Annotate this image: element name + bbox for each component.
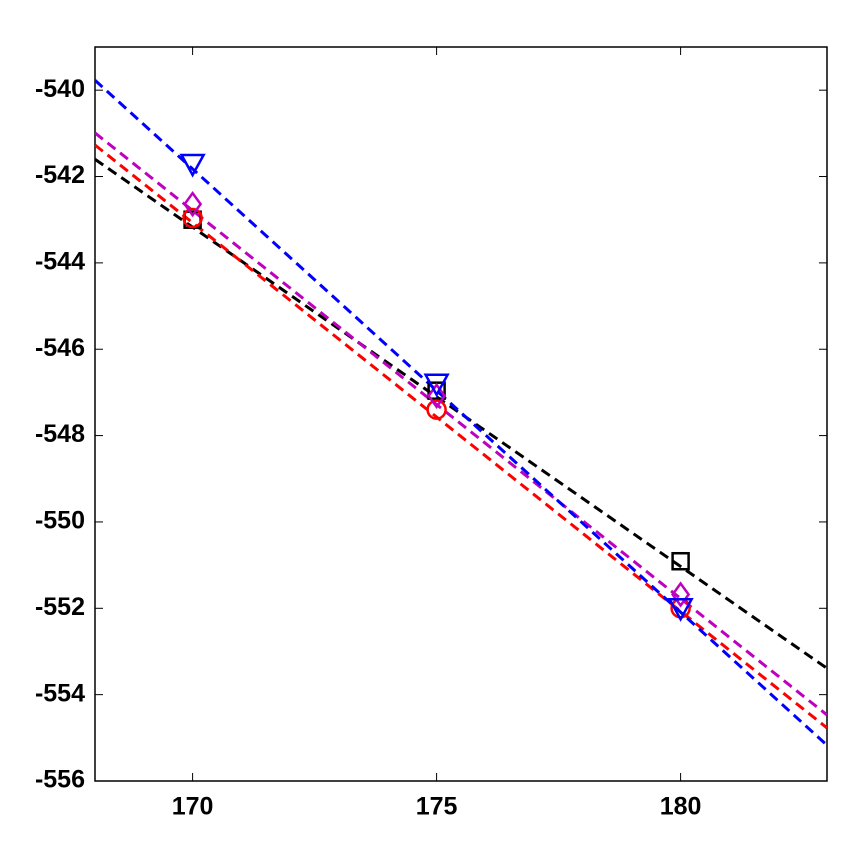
marker <box>427 381 446 400</box>
x-tick-label: 180 <box>660 793 702 821</box>
marker <box>182 207 203 229</box>
marker <box>671 581 691 608</box>
y-tick-label: -552 <box>35 593 85 621</box>
y-tick-label: -556 <box>35 766 85 794</box>
marker <box>426 399 447 420</box>
y-tick-label: -542 <box>35 161 85 189</box>
marker <box>671 551 690 571</box>
fit-line <box>95 158 827 670</box>
y-tick-label: -550 <box>35 507 85 535</box>
marker <box>179 153 206 178</box>
x-tick-label: 175 <box>416 793 458 821</box>
marker <box>423 373 450 398</box>
y-tick-label: -554 <box>35 679 85 707</box>
y-tick-label: -548 <box>35 420 85 448</box>
marker <box>667 598 694 622</box>
fit-line <box>95 131 827 717</box>
y-tick-label: -544 <box>35 247 85 275</box>
x-tick-label: 170 <box>172 793 214 821</box>
y-tick-label: -546 <box>35 334 85 362</box>
plot-frame <box>94 46 828 782</box>
fit-line <box>95 79 827 747</box>
marker <box>183 191 203 218</box>
fit-line <box>95 143 827 730</box>
y-tick-label: -540 <box>35 75 85 103</box>
marker <box>427 382 447 409</box>
